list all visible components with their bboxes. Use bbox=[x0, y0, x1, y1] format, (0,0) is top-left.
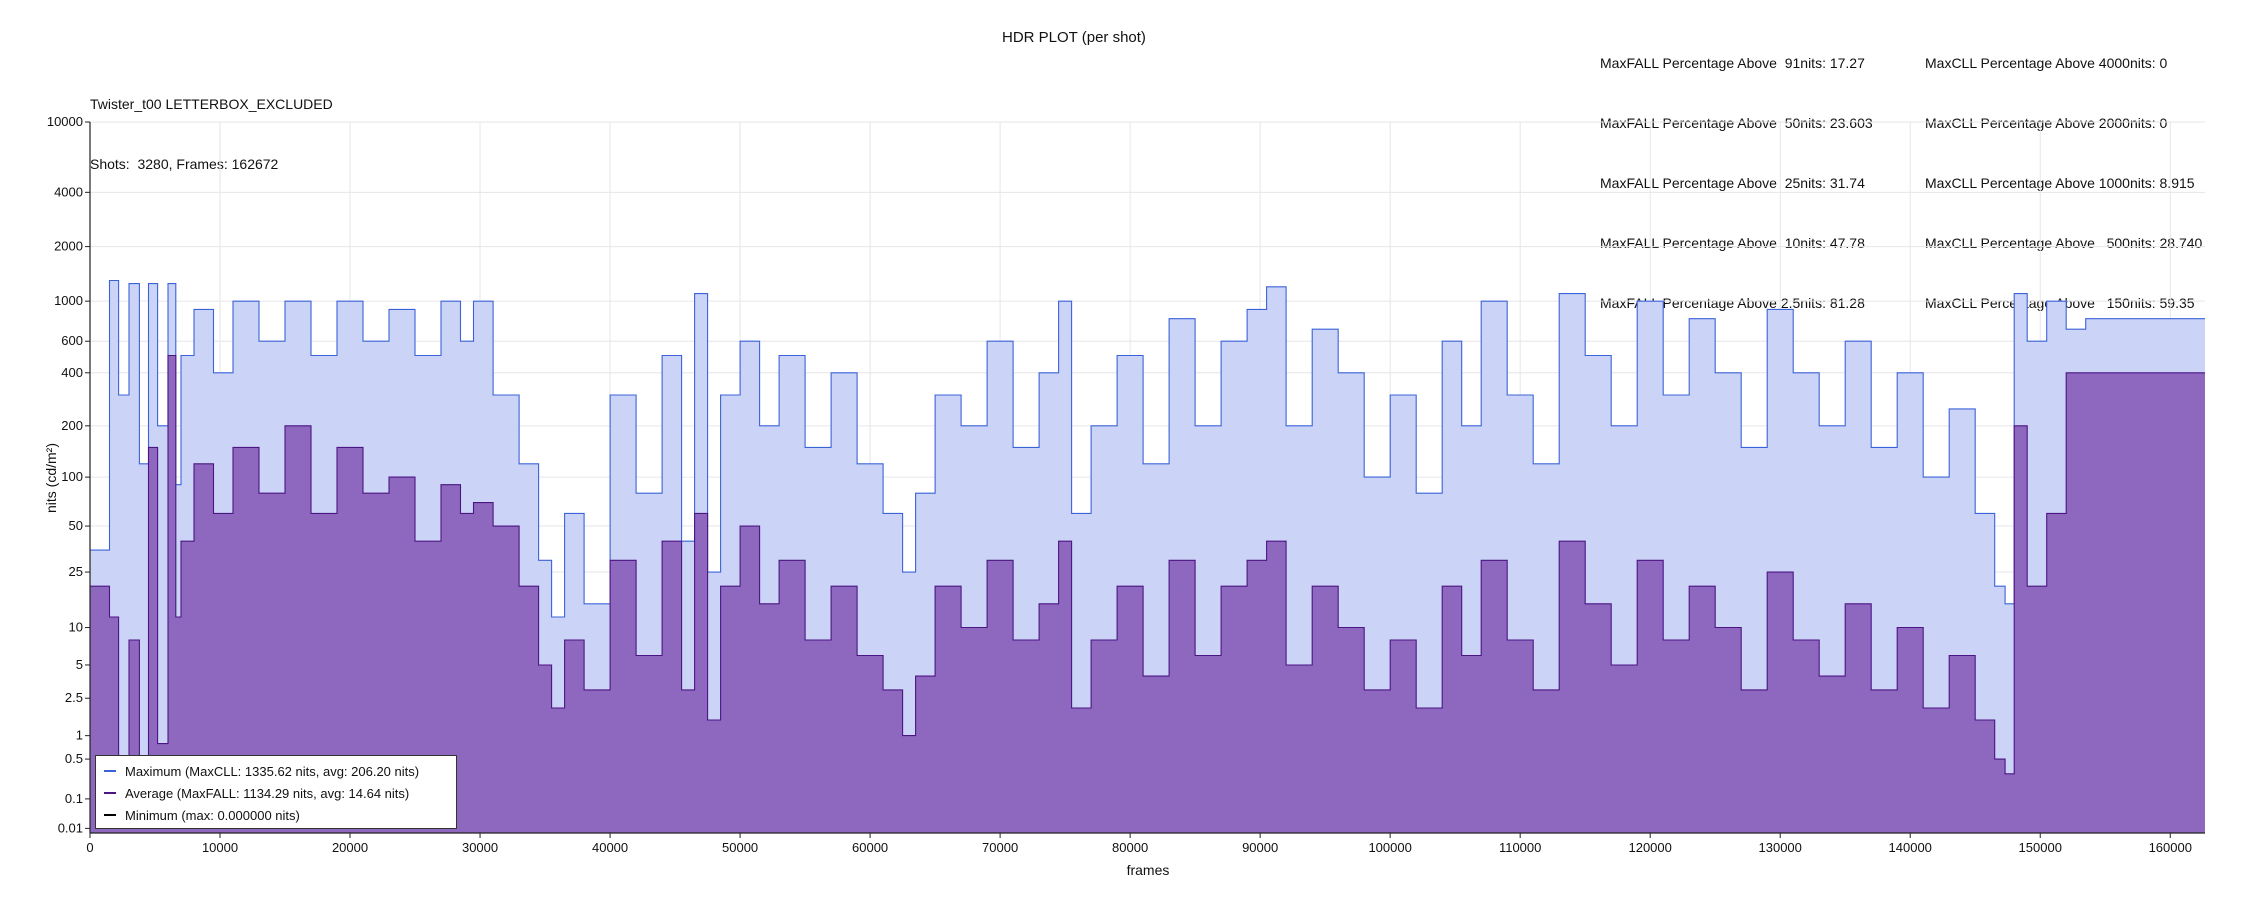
x-tick-label: 100000 bbox=[1368, 840, 1411, 855]
maxfall-stat-line: MaxFALL Percentage Above 25nits: 31.74 bbox=[1600, 175, 1865, 191]
series-average-line bbox=[90, 354, 2205, 800]
y-tick-label: 1 bbox=[76, 728, 83, 743]
legend-swatch-maximum bbox=[104, 770, 116, 772]
y-tick-label: 600 bbox=[61, 333, 83, 348]
x-tick-label: 70000 bbox=[982, 840, 1018, 855]
maxfall-stat-line: MaxFALL Percentage Above 2.5nits: 81.28 bbox=[1600, 295, 1865, 311]
legend-label-maximum: Maximum (MaxCLL: 1335.62 nits, avg: 206.… bbox=[125, 763, 420, 779]
x-tick-label: 150000 bbox=[2019, 840, 2062, 855]
y-tick-label: 0.5 bbox=[65, 751, 83, 766]
header-info: Twister_t00 LETTERBOX_EXCLUDED Shots: 32… bbox=[90, 54, 333, 194]
x-tick-label: 90000 bbox=[1242, 840, 1278, 855]
shots-frames-count: Shots: 3280, Frames: 162672 bbox=[90, 156, 279, 172]
series-average-area bbox=[90, 355, 2205, 833]
legend-swatch-minimum bbox=[104, 814, 116, 816]
y-tick-label: 2.5 bbox=[65, 690, 83, 705]
y-tick-label: 10 bbox=[69, 620, 83, 635]
y-tick-label: 0.1 bbox=[65, 791, 83, 806]
legend-item-average: Average (MaxFALL: 1134.29 nits, avg: 14.… bbox=[104, 782, 448, 804]
legend-label-minimum: Minimum (max: 0.000000 nits) bbox=[125, 807, 300, 823]
x-tick-label: 80000 bbox=[1112, 840, 1148, 855]
x-tick-label: 0 bbox=[86, 840, 93, 855]
x-tick-label: 60000 bbox=[852, 840, 888, 855]
legend-item-maximum: Maximum (MaxCLL: 1335.62 nits, avg: 206.… bbox=[104, 760, 448, 782]
legend: Maximum (MaxCLL: 1335.62 nits, avg: 206.… bbox=[95, 755, 457, 829]
y-tick-label: 400 bbox=[61, 365, 83, 380]
chart-title: HDR PLOT (per shot) bbox=[1002, 29, 1146, 46]
y-tick-label: 0.01 bbox=[58, 820, 83, 835]
maxcll-stat-line: MaxCLL Percentage Above 2000nits: 0 bbox=[1925, 115, 2168, 131]
x-tick-label: 50000 bbox=[722, 840, 758, 855]
series-maximum-line bbox=[90, 279, 2205, 618]
x-tick-label: 10000 bbox=[202, 840, 238, 855]
source-title: Twister_t00 LETTERBOX_EXCLUDED bbox=[90, 96, 333, 112]
y-tick-label: 2000 bbox=[54, 239, 83, 254]
x-tick-label: 40000 bbox=[592, 840, 628, 855]
y-tick-label: 4000 bbox=[54, 184, 83, 199]
legend-swatch-average bbox=[104, 792, 116, 794]
maxfall-stat-line: MaxFALL Percentage Above 91nits: 17.27 bbox=[1600, 55, 1865, 71]
legend-label-average: Average (MaxFALL: 1134.29 nits, avg: 14.… bbox=[125, 785, 410, 801]
x-axis-label: frames bbox=[1127, 862, 1170, 878]
legend-item-minimum: Minimum (max: 0.000000 nits) bbox=[104, 804, 448, 826]
maxcll-stat-line: MaxCLL Percentage Above 1000nits: 8.915 bbox=[1925, 175, 2195, 191]
y-axis-label: nits (cd/m²) bbox=[43, 443, 59, 513]
x-tick-label: 30000 bbox=[462, 840, 498, 855]
x-tick-label: 120000 bbox=[1628, 840, 1671, 855]
maxcll-stat-line: MaxCLL Percentage Above 4000nits: 0 bbox=[1925, 55, 2168, 71]
y-tick-label: 1000 bbox=[54, 293, 83, 308]
y-tick-label: 50 bbox=[69, 518, 83, 533]
y-tick-label: 100 bbox=[61, 469, 83, 484]
series-layer bbox=[90, 279, 2205, 834]
x-tick-label: 20000 bbox=[332, 840, 368, 855]
y-tick-label: 5 bbox=[76, 657, 83, 672]
y-tick-label: 25 bbox=[69, 564, 83, 579]
maxfall-stat-line: MaxFALL Percentage Above 50nits: 23.603 bbox=[1600, 115, 1873, 131]
x-tick-label: 130000 bbox=[1759, 840, 1802, 855]
y-tick-label: 200 bbox=[61, 418, 83, 433]
x-tick-label: 140000 bbox=[1889, 840, 1932, 855]
axes: 0.01 0.1 0.5 1 2.5 5 10 25 50 100 200 400 600 1000 200… bbox=[47, 114, 2205, 855]
y-tick-label: 10000 bbox=[47, 114, 83, 129]
x-tick-label: 160000 bbox=[2149, 840, 2192, 855]
x-tick-label: 110000 bbox=[1499, 840, 1541, 855]
